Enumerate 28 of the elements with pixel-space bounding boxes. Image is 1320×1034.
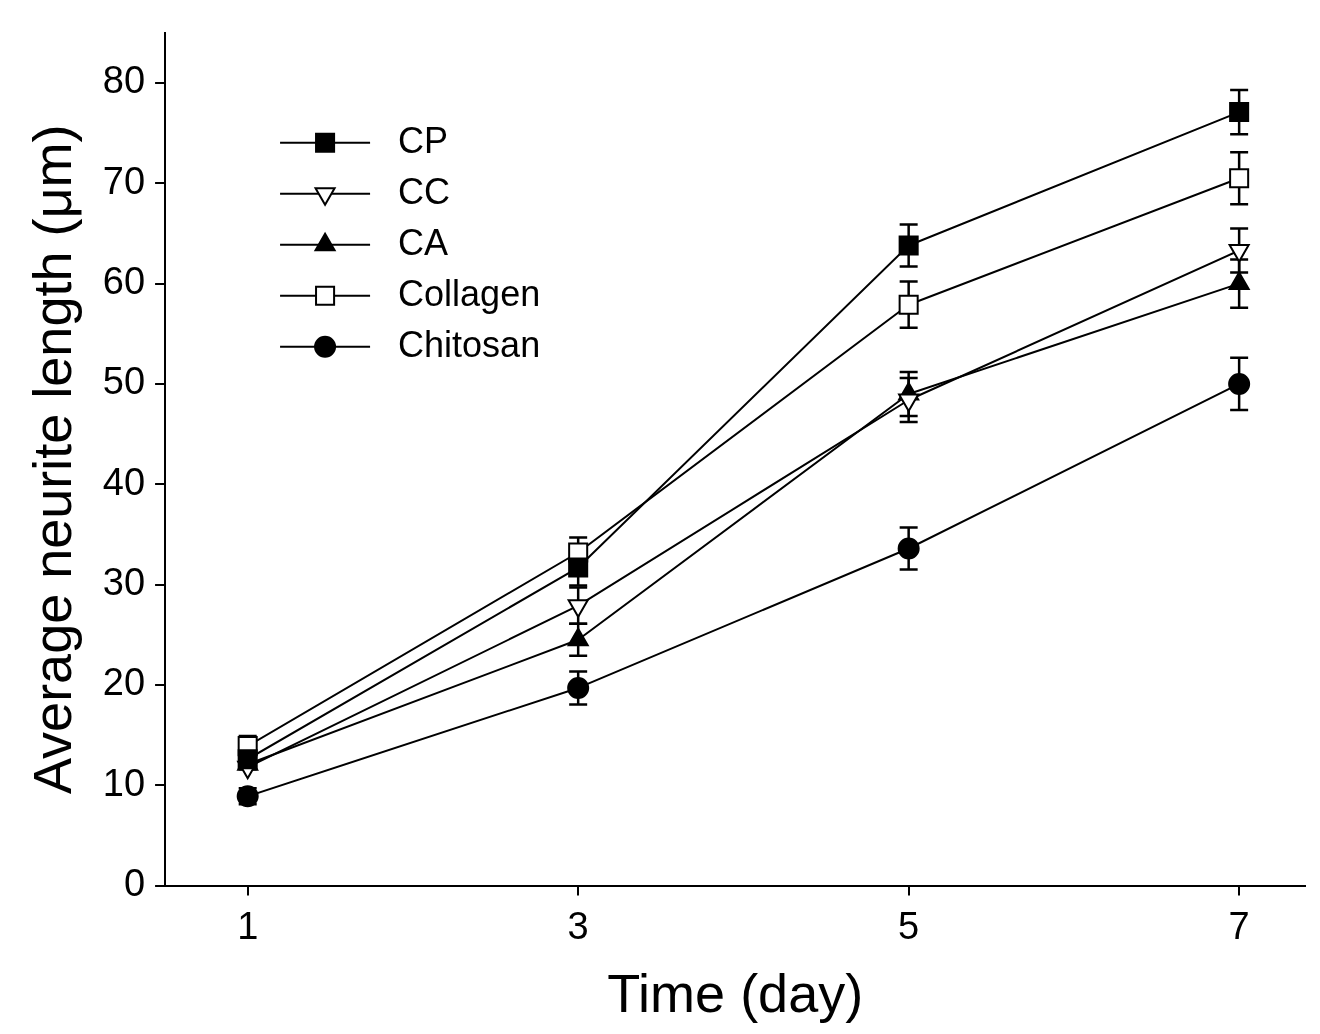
point bbox=[897, 537, 920, 560]
x-tick-label: 3 bbox=[567, 904, 589, 947]
point bbox=[1229, 102, 1250, 123]
point bbox=[898, 294, 919, 315]
point bbox=[567, 676, 590, 699]
legend-label: Chitosan bbox=[398, 323, 541, 365]
y-tick-label: 50 bbox=[102, 360, 146, 403]
x-tick-label: 7 bbox=[1228, 904, 1250, 947]
legend-label: Collagen bbox=[398, 272, 541, 314]
x-tick-label: 1 bbox=[237, 904, 259, 947]
legend-label: CC bbox=[398, 170, 451, 212]
x-tick-label: 5 bbox=[898, 904, 920, 947]
y-tick-label: 80 bbox=[102, 59, 146, 102]
y-tick-label: 30 bbox=[102, 561, 146, 604]
y-tick-label: 60 bbox=[102, 260, 146, 303]
y-tick-label: 70 bbox=[102, 159, 146, 202]
y-tick-label: 40 bbox=[102, 460, 146, 503]
point bbox=[568, 557, 589, 578]
legend-label: CP bbox=[398, 119, 449, 161]
point bbox=[1228, 372, 1251, 395]
legend-label: CA bbox=[398, 221, 449, 263]
point bbox=[1229, 168, 1250, 189]
y-tick-label: 10 bbox=[102, 761, 146, 804]
x-axis-title: Time (day) bbox=[607, 963, 864, 1024]
y-axis-title: Average neurite length (μm) bbox=[22, 124, 83, 794]
y-tick-label: 20 bbox=[102, 661, 146, 704]
point bbox=[898, 235, 919, 256]
y-tick-label: 0 bbox=[123, 862, 146, 905]
